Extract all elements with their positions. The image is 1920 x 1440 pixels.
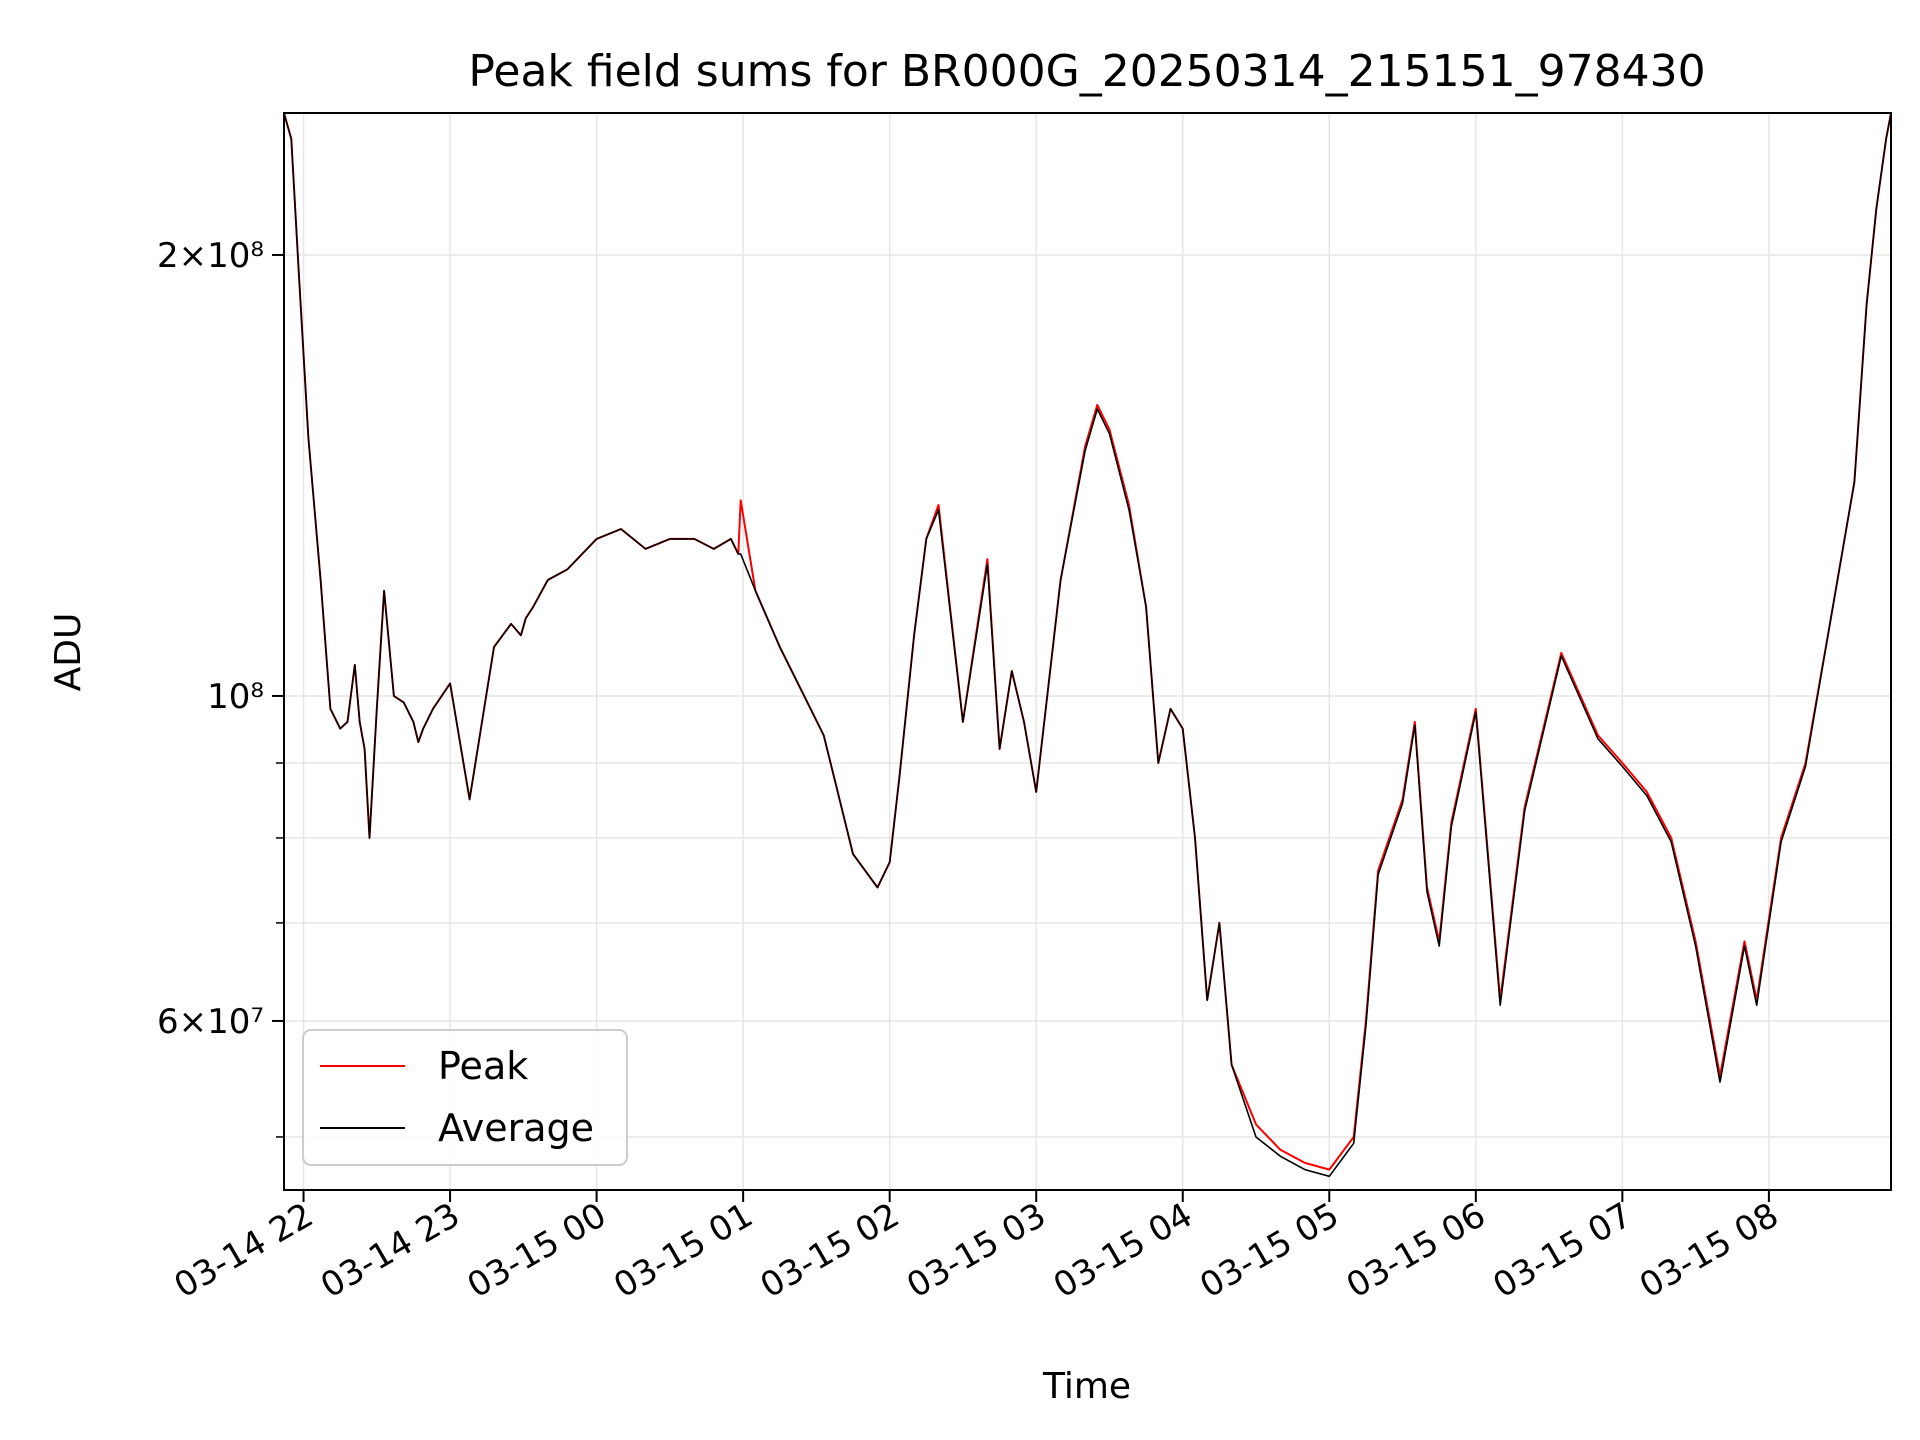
x-axis-label: Time bbox=[1042, 1366, 1131, 1407]
legend-peak-label: Peak bbox=[438, 1044, 528, 1088]
plot-frame bbox=[283, 112, 1892, 1191]
y-axis-label: ADU bbox=[48, 613, 89, 692]
series-line-average bbox=[284, 113, 1891, 1178]
y-tick-label: 10⁸ bbox=[207, 677, 264, 717]
y-tick-label: 6×10⁷ bbox=[157, 1002, 264, 1042]
plot-lines bbox=[284, 113, 1891, 1178]
chart-title: Peak field sums for BR000G_20250314_2151… bbox=[468, 46, 1705, 97]
y-tick-label: 2×10⁸ bbox=[157, 236, 264, 276]
legend-average-label: Average bbox=[438, 1106, 594, 1150]
y-axis: 2×10⁸ 10⁸ 6×10⁷ bbox=[157, 236, 284, 1138]
legend: Peak Average bbox=[302, 1029, 628, 1166]
legend-box bbox=[302, 1029, 628, 1166]
grid bbox=[284, 113, 1891, 1190]
